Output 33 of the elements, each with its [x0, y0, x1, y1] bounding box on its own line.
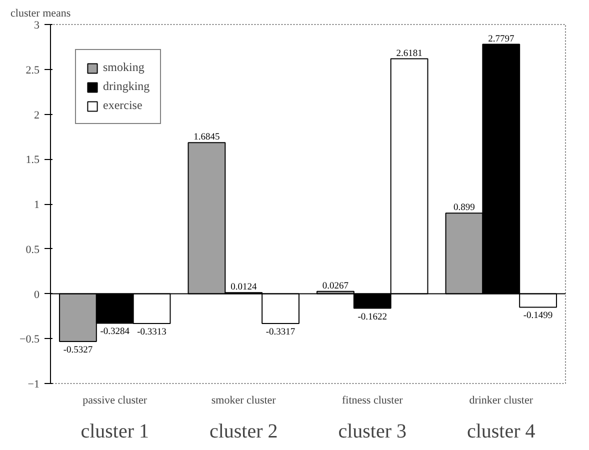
y-tick-label: −0.5 [20, 334, 40, 346]
y-tick-label: 2.5 [26, 64, 40, 76]
y-tick-label: 3 [34, 20, 40, 32]
text: cluster 1 [80, 420, 150, 442]
data-label: -0.3284 [100, 327, 130, 338]
y-tick-label: 0 [34, 288, 40, 301]
data-label: -0.3313 [137, 327, 167, 338]
text: cluster 4 [466, 420, 536, 442]
data-label: -0.5327 [63, 346, 93, 356]
text: cluster 3 [338, 420, 407, 442]
data-label: -0.1499 [523, 311, 553, 322]
legend-label: exercise [103, 98, 142, 113]
data-label: -0.1622 [358, 312, 388, 322]
y-axis-title: cluster means [10, 8, 71, 20]
y-tick-label: −1 [28, 378, 40, 390]
y-tick-label: 1.5 [26, 154, 40, 166]
x-tick-label: fitness cluster [342, 394, 404, 406]
y-tick-label: 1 [34, 199, 40, 211]
text: cluster 2 [209, 420, 278, 442]
data-label: 1.6845 [194, 132, 220, 143]
y-tick-label: 2 [34, 109, 40, 122]
data-label: -0.3317 [266, 328, 296, 338]
y-tick-label: 0.5 [26, 244, 40, 256]
x-tick-label: smoker cluster [211, 394, 276, 406]
data-label: 2.7797 [488, 34, 514, 44]
data-label: 0.0124 [230, 282, 257, 293]
data-label: 0.0267 [322, 281, 349, 292]
legend-label: smoking [103, 60, 144, 75]
x-tick-label: drinker cluster [469, 394, 534, 406]
x-tick-label: passive cluster [82, 394, 148, 406]
legend-label: dringking [103, 79, 150, 94]
data-label: 0.899 [454, 203, 476, 214]
data-label: 2.6181 [396, 48, 423, 59]
